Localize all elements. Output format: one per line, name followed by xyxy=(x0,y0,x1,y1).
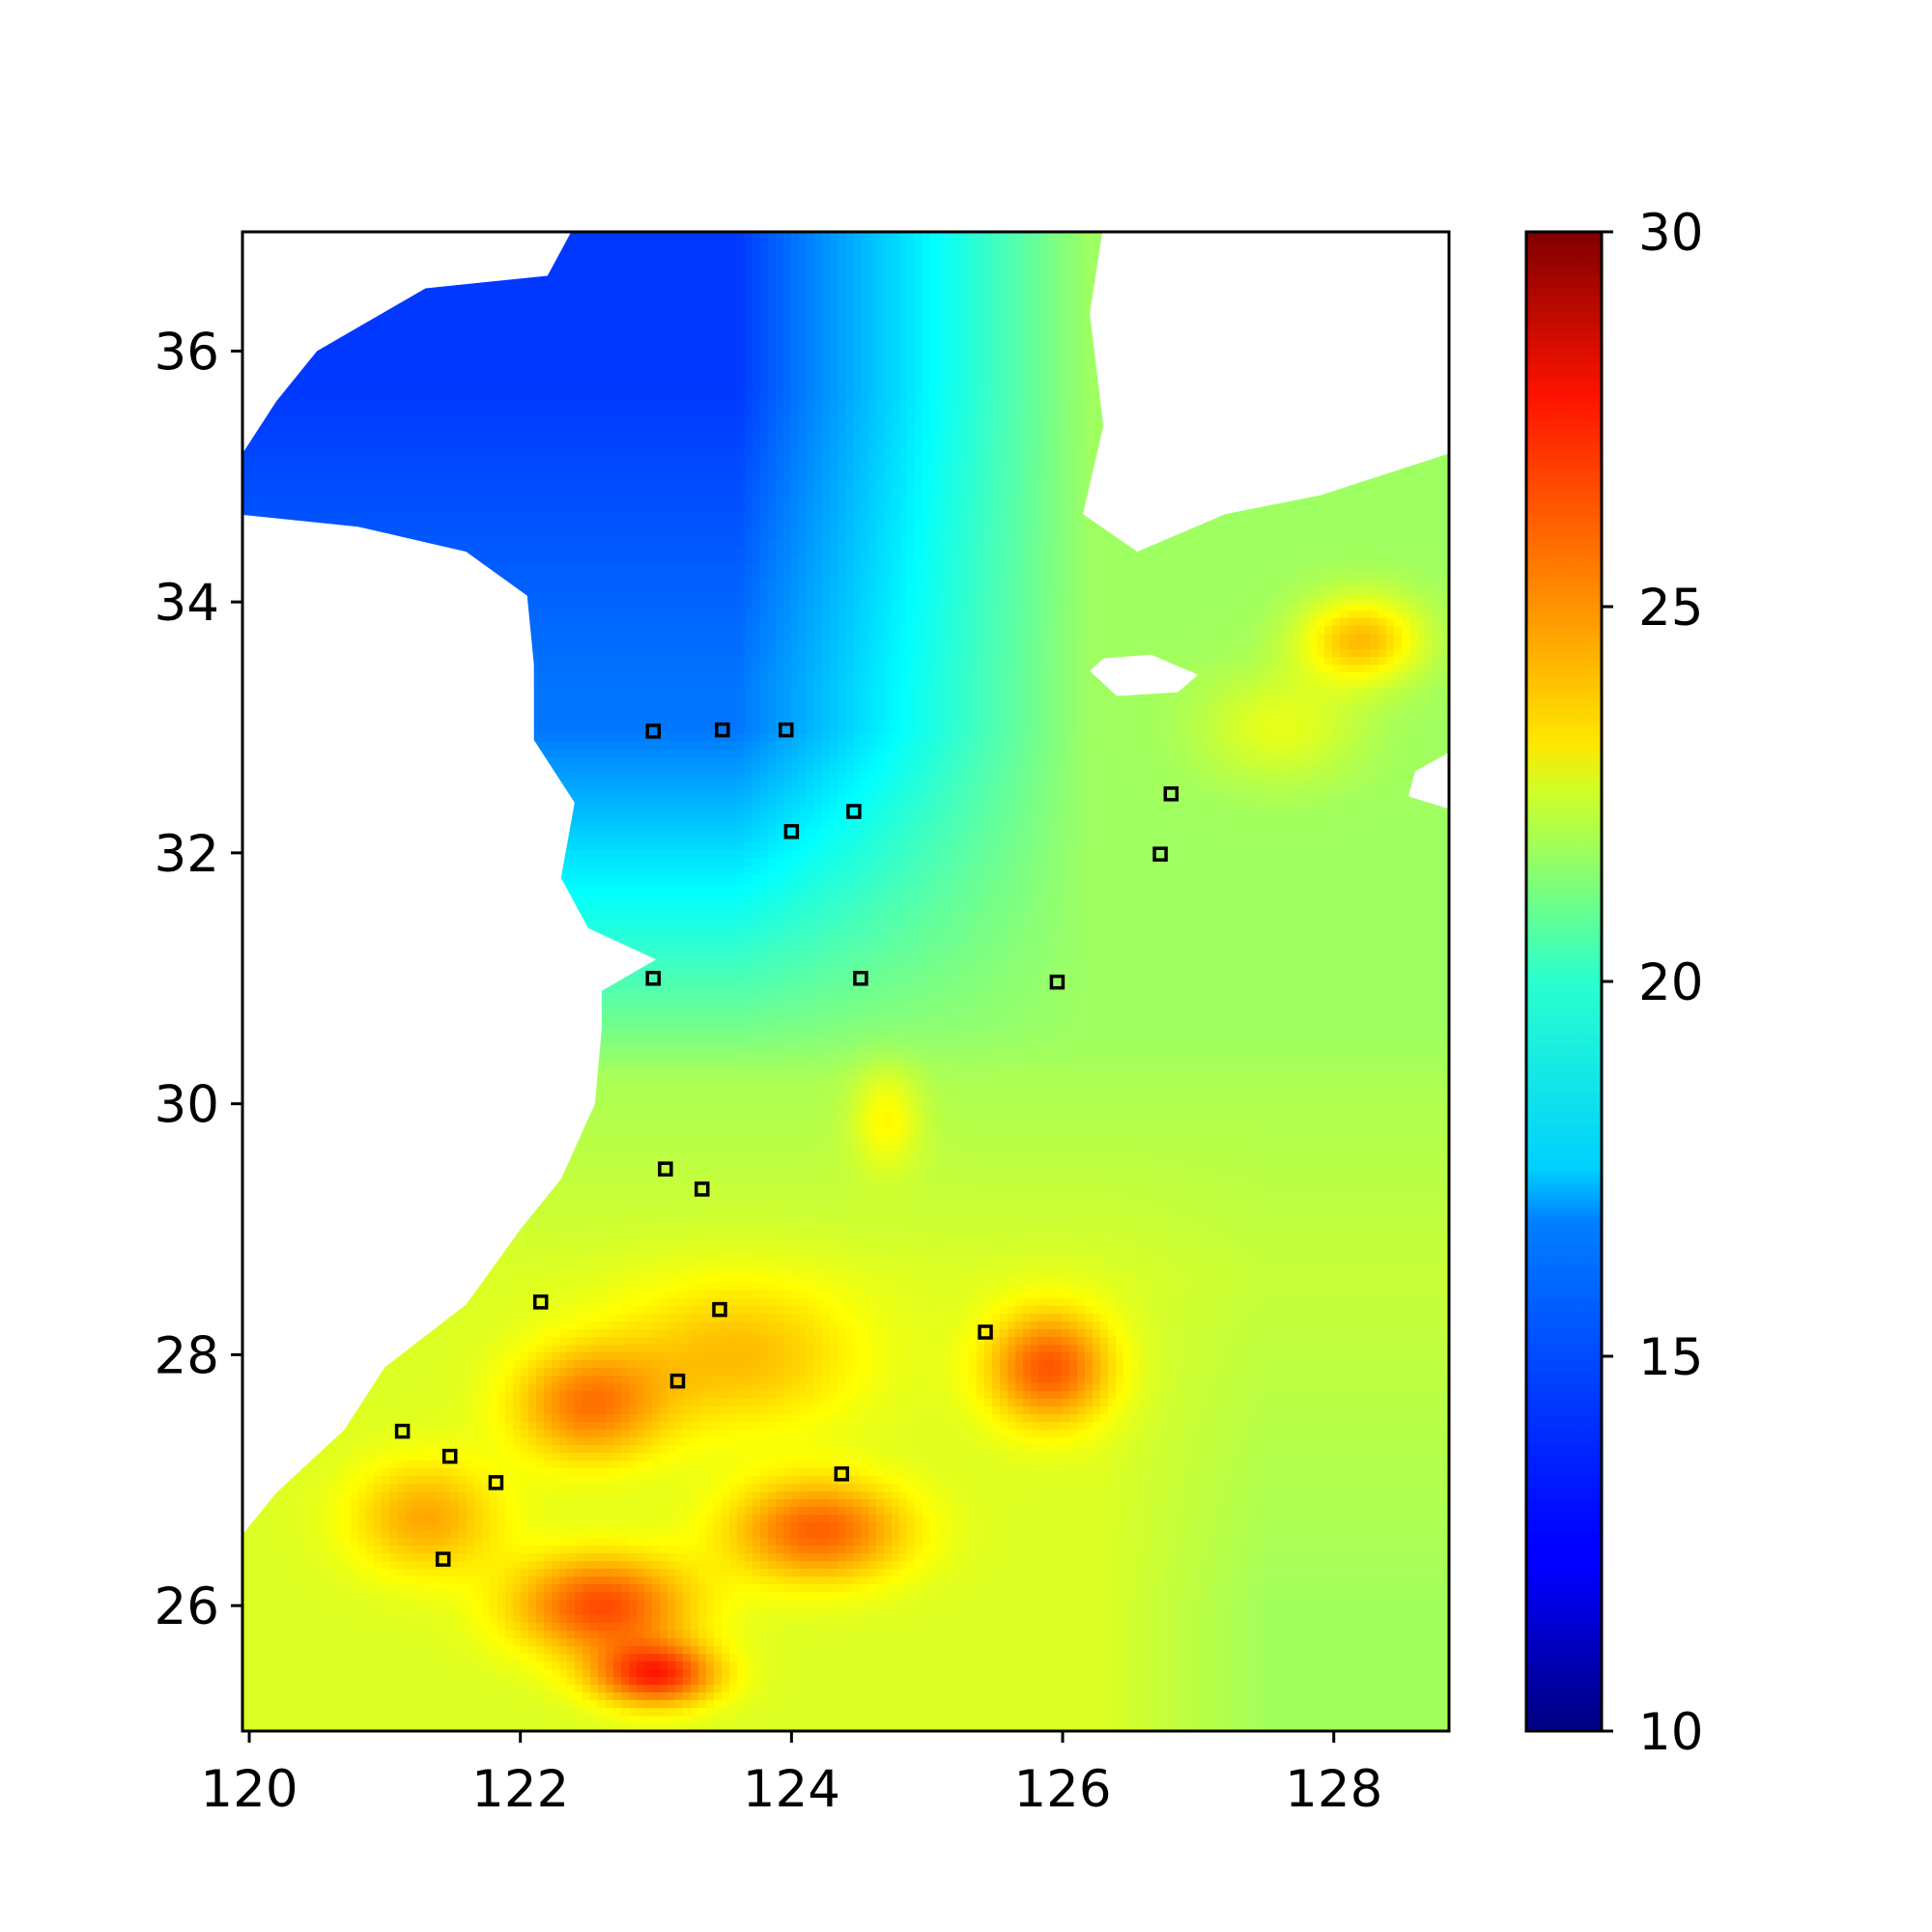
x-tick-label: 124 xyxy=(743,1760,840,1819)
land-region-3 xyxy=(1407,752,1449,810)
station-marker xyxy=(694,1181,710,1197)
station-marker xyxy=(394,1423,411,1439)
plot-area xyxy=(241,230,1451,1733)
colorbar-ticks: 10 15 20 25 30 xyxy=(1602,204,1703,1762)
station-marker xyxy=(978,1324,993,1340)
station-marker xyxy=(715,722,730,738)
colorbar-tick-label: 25 xyxy=(1638,579,1703,638)
station-marker xyxy=(435,1551,451,1567)
colorbar-tick-label: 10 xyxy=(1638,1703,1703,1762)
land-region-0 xyxy=(242,232,657,1535)
x-tick-label: 122 xyxy=(471,1760,569,1819)
station-marker xyxy=(1049,974,1065,990)
y-axis: 26 28 30 32 34 36 xyxy=(155,323,242,1636)
colorbar: 10 15 20 25 30 xyxy=(1524,204,1703,1762)
station-marker xyxy=(645,724,661,739)
y-tick-label: 30 xyxy=(155,1076,219,1135)
y-tick-label: 36 xyxy=(155,323,219,382)
station-marker xyxy=(441,1448,458,1464)
station-marker xyxy=(532,1294,549,1310)
y-tick-label: 32 xyxy=(155,825,219,884)
station-markers xyxy=(394,722,1179,1567)
plot-frame xyxy=(241,230,1451,1733)
land-region-1 xyxy=(1083,232,1449,553)
station-marker xyxy=(779,722,794,738)
land-mask xyxy=(242,232,1449,1535)
y-tick-label: 34 xyxy=(155,574,219,633)
station-marker xyxy=(488,1475,504,1491)
colorbar-gradient xyxy=(1526,232,1602,1731)
station-marker xyxy=(834,1466,850,1482)
land-region-2 xyxy=(1090,654,1199,696)
station-marker xyxy=(783,824,800,839)
station-marker xyxy=(846,804,862,819)
x-axis: 120 122 124 126 128 xyxy=(200,1731,1382,1819)
station-marker xyxy=(853,971,868,986)
station-marker xyxy=(669,1373,686,1389)
station-marker xyxy=(658,1161,673,1177)
y-tick-label: 28 xyxy=(155,1326,219,1385)
x-tick-label: 126 xyxy=(1013,1760,1111,1819)
x-tick-label: 120 xyxy=(200,1760,298,1819)
colorbar-tick-label: 30 xyxy=(1638,204,1703,263)
land-region-nw xyxy=(242,232,328,427)
station-marker xyxy=(712,1301,727,1318)
colorbar-tick-label: 20 xyxy=(1638,953,1703,1012)
colorbar-tick-label: 15 xyxy=(1638,1328,1703,1387)
y-tick-label: 26 xyxy=(155,1577,219,1636)
station-marker xyxy=(645,971,661,986)
station-marker xyxy=(1163,786,1179,802)
x-tick-label: 128 xyxy=(1285,1760,1382,1819)
station-marker xyxy=(1152,846,1168,862)
